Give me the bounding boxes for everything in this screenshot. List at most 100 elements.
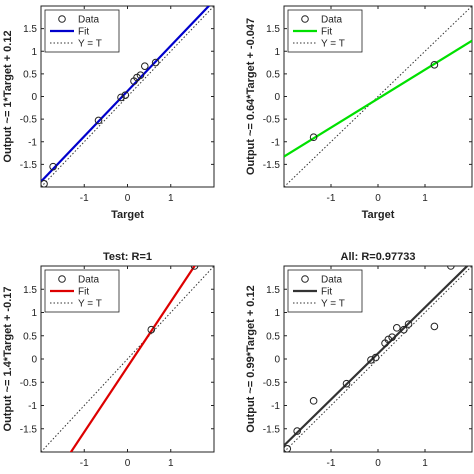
legend-label: Data xyxy=(78,275,100,286)
x-tick-label: -1 xyxy=(80,458,89,469)
x-tick-label: 1 xyxy=(168,193,174,204)
data-point xyxy=(388,333,396,341)
data-point xyxy=(151,58,160,67)
data-point xyxy=(309,397,318,405)
data-point xyxy=(190,266,199,270)
legend-label: Fit xyxy=(321,287,332,298)
y-tick-label: 1.5 xyxy=(23,24,37,35)
x-tick-label: 1 xyxy=(422,458,428,469)
data-point xyxy=(293,427,301,435)
x-tick-label: -1 xyxy=(327,458,336,469)
x-tick-label: 0 xyxy=(125,193,131,204)
data-point xyxy=(49,162,57,171)
y-axis-label: Output ~= 1.4*Target + -0.17 xyxy=(2,287,14,432)
y-tick-label: 1 xyxy=(274,47,280,58)
plot-content xyxy=(284,266,472,452)
legend-label: Y = T xyxy=(321,299,345,310)
y-tick-label: -1.5 xyxy=(263,160,281,171)
x-tick-label: 1 xyxy=(168,458,174,469)
legend-label: Data xyxy=(321,275,343,286)
data-point xyxy=(94,116,103,125)
x-tick-label: -1 xyxy=(327,193,336,204)
y-tick-label: -0.5 xyxy=(20,378,38,389)
data-point xyxy=(117,93,125,102)
y-tick-label: 1.5 xyxy=(266,24,280,35)
y-tick-label: -0.5 xyxy=(20,115,38,126)
y-tick-label: 0.5 xyxy=(23,331,37,342)
y-tick-label: 0 xyxy=(274,92,280,103)
y-tick-label: -1 xyxy=(28,137,37,148)
y-tick-label: 1 xyxy=(274,308,280,319)
y-tick-label: -0.5 xyxy=(263,115,281,126)
legend-data-marker xyxy=(58,275,66,283)
data-point xyxy=(284,444,292,452)
data-point xyxy=(430,322,439,331)
legend-label: Y = T xyxy=(78,299,102,310)
data-point xyxy=(121,91,130,99)
fit-line xyxy=(284,266,469,447)
legend-label: Data xyxy=(78,15,100,26)
fit-line xyxy=(69,266,196,452)
data-point xyxy=(367,356,375,364)
data-point xyxy=(147,325,156,334)
data-point xyxy=(136,71,145,80)
y-tick-label: 1.5 xyxy=(266,285,280,296)
fit-line xyxy=(41,6,211,183)
legend-label: Y = T xyxy=(321,39,345,50)
y-tick-label: -0.5 xyxy=(263,378,281,389)
data-point xyxy=(384,335,393,344)
legend-data-marker xyxy=(58,15,66,23)
y-tick-label: 1 xyxy=(31,308,37,319)
y-tick-label: -1 xyxy=(271,137,280,148)
plot-content xyxy=(41,266,214,452)
y-tick-label: -1.5 xyxy=(20,424,38,435)
y-axis-label: Output ~= 0.99*Target + 0.12 xyxy=(245,285,257,432)
x-tick-label: 0 xyxy=(375,193,381,204)
data-point xyxy=(41,180,48,187)
y-tick-label: -1.5 xyxy=(20,160,38,171)
legend-label: Data xyxy=(321,15,343,26)
legend-data-marker xyxy=(301,275,309,283)
y-axis-label: Output ~= 0.64*Target + -0.047 xyxy=(245,18,257,175)
legend-data-marker xyxy=(301,15,309,23)
y-axis-label: Output ~= 1*Target + 0.12 xyxy=(2,30,14,162)
x-axis-label: Target xyxy=(111,209,144,221)
identity-line xyxy=(284,6,472,187)
fit-line xyxy=(284,39,472,158)
y-tick-label: 0.5 xyxy=(266,69,280,80)
y-tick-label: 0 xyxy=(31,92,37,103)
y-tick-label: 0.5 xyxy=(266,331,280,342)
data-point xyxy=(141,62,149,70)
x-tick-label: 0 xyxy=(375,458,381,469)
data-point xyxy=(447,266,455,270)
y-tick-label: 1.5 xyxy=(23,285,37,296)
y-tick-label: -1 xyxy=(271,401,280,412)
x-tick-label: -1 xyxy=(80,193,89,204)
y-tick-label: 1 xyxy=(31,47,37,58)
legend-label: Fit xyxy=(321,27,332,38)
chart-title: All: R=0.97733 xyxy=(341,251,416,263)
y-tick-label: 0 xyxy=(31,355,37,366)
x-tick-label: 1 xyxy=(422,193,428,204)
chart-title: Test: R=1 xyxy=(103,251,152,263)
data-point xyxy=(400,325,408,334)
legend-label: Fit xyxy=(78,27,89,38)
plot-content xyxy=(41,6,214,187)
legend-label: Fit xyxy=(78,287,89,298)
data-point xyxy=(404,320,413,328)
data-point xyxy=(393,324,401,332)
identity-line xyxy=(41,266,214,452)
data-point xyxy=(309,133,318,142)
y-tick-label: 0 xyxy=(274,355,280,366)
x-tick-label: 0 xyxy=(125,458,131,469)
y-tick-label: 0.5 xyxy=(23,69,37,80)
data-point xyxy=(430,61,439,69)
